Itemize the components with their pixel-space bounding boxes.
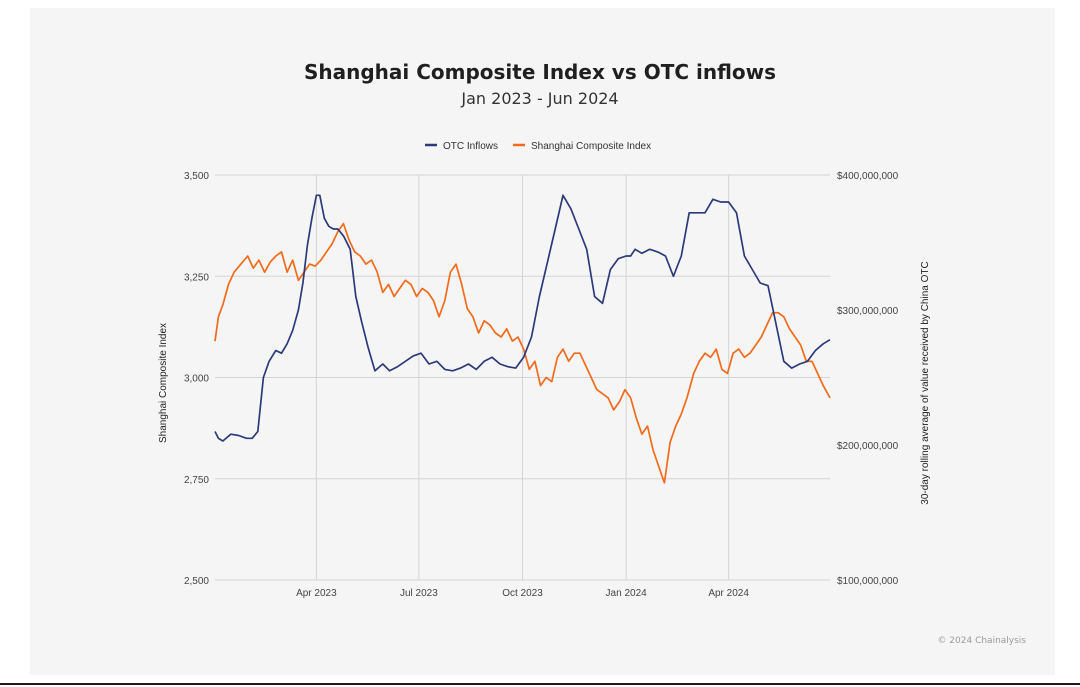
- chart-title: Shanghai Composite Index vs OTC inflows: [303, 60, 777, 84]
- y-right-tick-label: $100,000,000: [837, 576, 899, 587]
- y-right-tick-label: $300,000,000: [837, 306, 899, 317]
- series-layer: [214, 194, 831, 484]
- y-right-tick-label: $400,000,000: [837, 171, 899, 182]
- y-left-tick-label: 3,500: [184, 171, 209, 182]
- x-tick-label: Apr 2024: [708, 588, 749, 599]
- series-line-shanghai-composite-index: [214, 222, 831, 484]
- chart-panel: [30, 8, 1055, 675]
- grid: [215, 174, 830, 581]
- tick-labels: 2,500 2,750 3,000 3,250 3,500 $100,000,000 $20…: [184, 171, 899, 599]
- y-left-tick-label: 2,500: [184, 576, 209, 587]
- series-line-otc-inflows: [214, 194, 831, 442]
- legend: OTC Inflows Shanghai Composite Index: [425, 141, 651, 152]
- x-tick-label: Oct 2023: [502, 588, 543, 599]
- y-left-tick-label: 3,000: [184, 374, 209, 385]
- chart-subtitle: Jan 2023 - Jun 2024: [461, 89, 619, 108]
- y-right-tick-label: $200,000,000: [837, 441, 899, 452]
- legend-label-otc-inflows: OTC Inflows: [443, 141, 498, 152]
- bottom-divider: [0, 683, 1080, 685]
- y-left-tick-label: 3,250: [184, 272, 209, 283]
- x-tick-label: Jul 2023: [400, 588, 438, 599]
- credit-text: © 2024 Chainalysis: [937, 636, 1026, 646]
- x-tick-label: Apr 2023: [296, 588, 337, 599]
- y-right-axis-label: 30-day rolling average of value received…: [920, 261, 931, 504]
- y-left-tick-label: 2,750: [184, 475, 209, 486]
- legend-label-shanghai-composite-index: Shanghai Composite Index: [531, 141, 651, 152]
- x-tick-label: Jan 2024: [606, 588, 648, 599]
- y-left-axis-label: Shanghai Composite Index: [158, 323, 169, 443]
